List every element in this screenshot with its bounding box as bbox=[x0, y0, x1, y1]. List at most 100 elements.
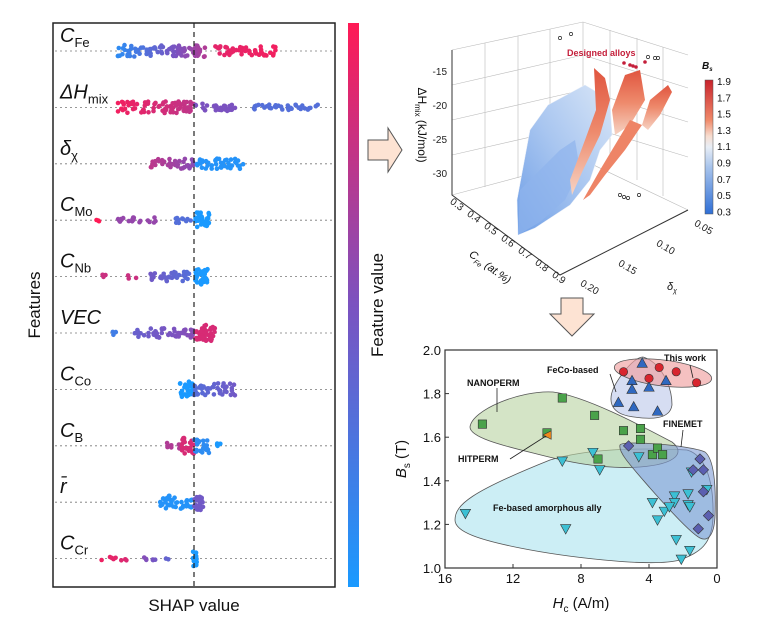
shap-point bbox=[218, 105, 224, 111]
svg-text:-20: -20 bbox=[433, 101, 448, 112]
shap-point bbox=[178, 506, 184, 511]
shap-point bbox=[130, 106, 136, 112]
group-nanoperm bbox=[477, 393, 668, 464]
data-point bbox=[658, 506, 671, 518]
shap-point bbox=[163, 506, 169, 511]
shap-point bbox=[175, 164, 180, 169]
shap-point bbox=[170, 53, 176, 58]
shap-point bbox=[213, 162, 219, 167]
shap-point bbox=[155, 156, 161, 162]
surface-blue-left bbox=[518, 140, 580, 235]
shap-point bbox=[165, 162, 171, 168]
shap-point bbox=[222, 52, 227, 58]
shap-point bbox=[198, 210, 203, 215]
shap-point bbox=[175, 45, 181, 51]
shap-point bbox=[193, 550, 199, 555]
data-point bbox=[692, 523, 704, 535]
x-tick: 0.5 bbox=[482, 221, 500, 238]
shap-point bbox=[213, 44, 218, 49]
shap-point bbox=[195, 392, 200, 397]
data-point bbox=[651, 515, 664, 526]
surface-3d-plot: Designed alloys -15 -20 -25 -30 ΔHmix (k… bbox=[413, 21, 731, 298]
shap-point bbox=[176, 51, 182, 56]
x-axis-label: CFe (at.%) bbox=[465, 248, 513, 288]
shap-point bbox=[188, 46, 194, 52]
shap-point bbox=[202, 267, 208, 273]
bs-colorbar-title: Bs bbox=[702, 61, 713, 73]
surface-red-right bbox=[642, 85, 672, 130]
shap-point bbox=[180, 278, 185, 284]
svg-text:FeCo-based: FeCo-based bbox=[547, 365, 599, 375]
x-tick: 0.6 bbox=[499, 233, 517, 250]
shap-point bbox=[136, 334, 141, 340]
shap-point bbox=[168, 275, 173, 280]
y-tick: 0.15 bbox=[616, 258, 639, 277]
bs-tick: 1.5 bbox=[717, 110, 731, 121]
shap-point bbox=[217, 388, 223, 394]
shap-point bbox=[174, 102, 179, 108]
bs-tick: 1.9 bbox=[717, 77, 731, 88]
shap-point bbox=[227, 381, 233, 387]
shap-point bbox=[202, 45, 208, 50]
shap-point bbox=[200, 216, 205, 221]
arrow-down-icon bbox=[548, 297, 596, 337]
shap-point bbox=[194, 439, 200, 445]
shap-point bbox=[234, 47, 239, 53]
shap-point bbox=[116, 45, 122, 51]
shap-point bbox=[195, 218, 201, 223]
shap-point bbox=[232, 105, 238, 111]
shap-point bbox=[125, 99, 130, 105]
feature-row: r̄ bbox=[55, 475, 333, 513]
data-point bbox=[654, 362, 664, 372]
shap-point bbox=[160, 161, 165, 167]
shap-point bbox=[96, 218, 101, 223]
data-point bbox=[697, 464, 710, 476]
leader-lines bbox=[496, 364, 694, 460]
feature-row: CCr bbox=[55, 533, 333, 569]
shap-point bbox=[239, 48, 244, 54]
data-point bbox=[627, 400, 640, 412]
shap-point bbox=[99, 557, 104, 563]
shap-point bbox=[109, 555, 114, 561]
feature-row: VEC bbox=[55, 307, 333, 344]
shap-point bbox=[258, 44, 264, 49]
y-tick: 2.0 bbox=[423, 343, 441, 358]
data-point bbox=[618, 367, 628, 377]
bs-tick: 1.7 bbox=[717, 93, 731, 104]
feature-label: VEC bbox=[60, 307, 102, 329]
shap-point bbox=[200, 105, 206, 111]
shap-point bbox=[229, 388, 235, 393]
shap-point bbox=[147, 219, 152, 225]
shap-point bbox=[169, 106, 175, 111]
shap-point bbox=[115, 109, 121, 114]
shap-point bbox=[183, 327, 188, 333]
shap-point bbox=[165, 50, 170, 56]
y-tick: 0.10 bbox=[654, 238, 677, 257]
shap-point bbox=[181, 108, 187, 114]
svg-text:FINEMET: FINEMET bbox=[663, 419, 703, 429]
designed-alloy-points bbox=[558, 32, 660, 200]
data-point bbox=[626, 383, 638, 394]
scatter-ylabel: Bs (T) bbox=[393, 440, 413, 478]
feature-value-colorbar bbox=[348, 23, 359, 587]
shap-point bbox=[198, 383, 204, 389]
shap-point bbox=[167, 493, 172, 499]
shap-point bbox=[122, 47, 127, 53]
shap-point bbox=[186, 383, 191, 389]
feature-label: CFe bbox=[60, 25, 90, 50]
feature-row: ΔHmix bbox=[55, 81, 333, 116]
shap-point bbox=[151, 274, 156, 280]
shap-point bbox=[119, 558, 124, 563]
shap-point bbox=[224, 157, 229, 163]
shap-point bbox=[152, 271, 158, 276]
shap-point bbox=[203, 338, 209, 344]
data-point bbox=[612, 396, 625, 407]
surface-red-ridge bbox=[570, 68, 610, 195]
shap-point bbox=[123, 557, 128, 562]
shap-point bbox=[138, 218, 143, 224]
shap-point bbox=[209, 166, 214, 171]
shap-point bbox=[211, 384, 216, 390]
bs-tick: 1.3 bbox=[717, 126, 731, 137]
shap-point bbox=[115, 100, 121, 106]
shap-point bbox=[174, 110, 179, 116]
